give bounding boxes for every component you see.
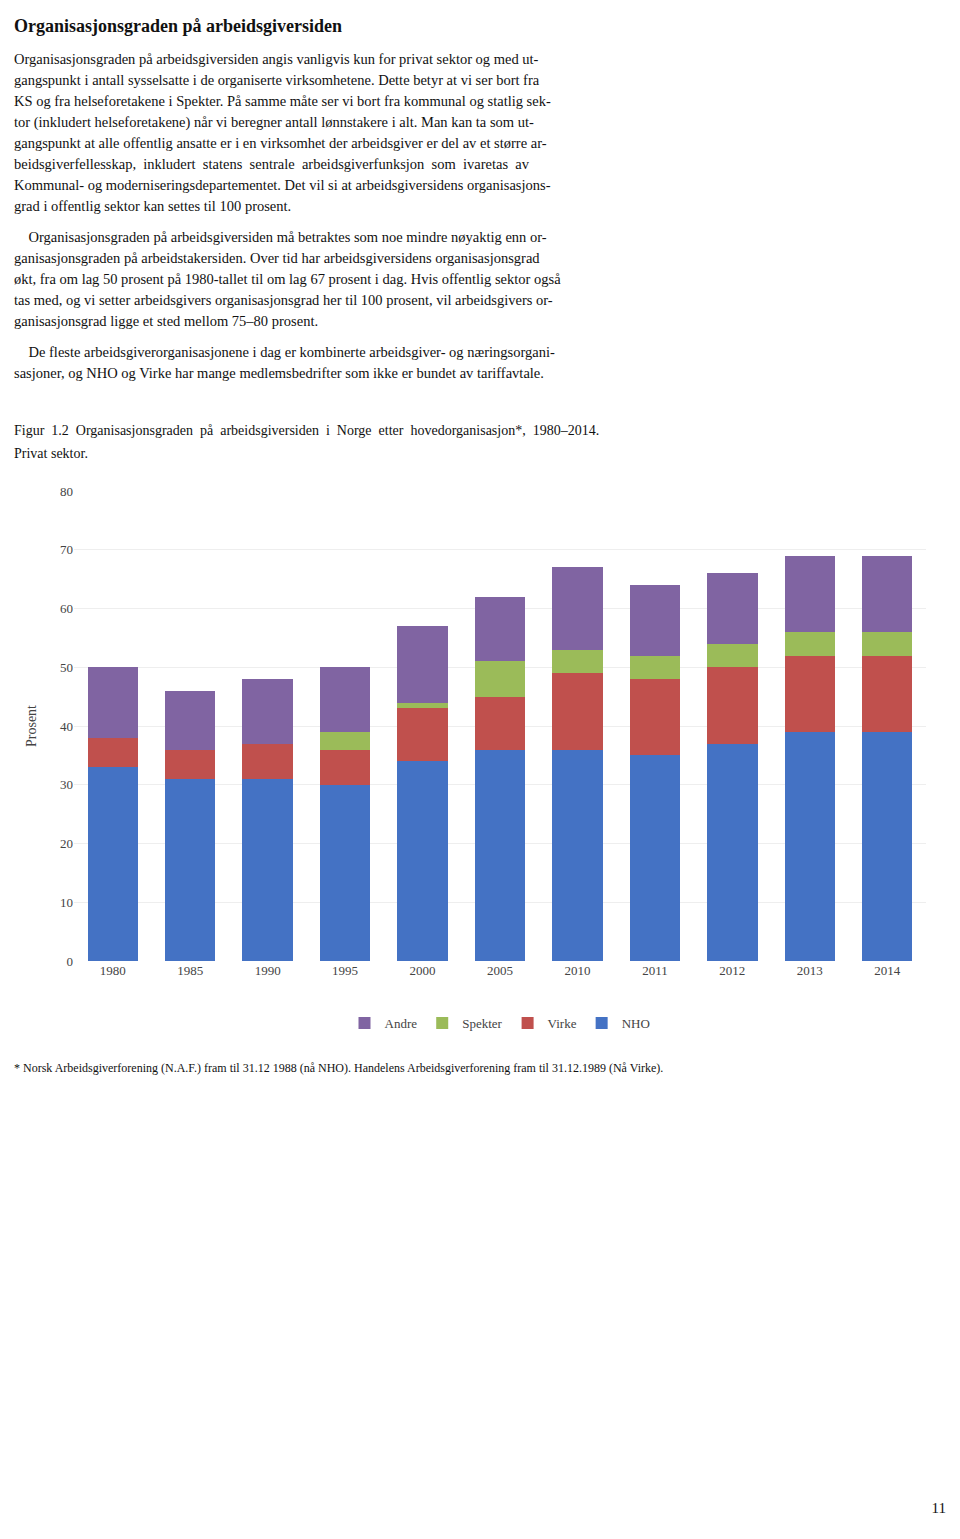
svg-text:1995: 1995 [332,963,358,978]
svg-text:80: 80 [60,484,73,499]
html-text:Organisasjonsgraden på arbeids: Organisasjonsgraden på arbeidsgiversiden… [14,229,561,330]
svg-text:Andre: Andre [385,1016,418,1031]
svg-text:2013: 2013 [797,963,823,978]
svg-text:50: 50 [60,660,73,675]
svg-text:2000: 2000 [410,963,436,978]
svg-text:Spekter: Spekter [462,1016,502,1031]
html-text:11: 11 [931,1500,946,1516]
svg-text:Virke: Virke [548,1016,577,1031]
html-text:Privat sektor.: Privat sektor. [14,445,88,461]
svg-text:NHO: NHO [622,1016,650,1031]
svg-text:10: 10 [60,895,73,910]
html-text:Organisasjonsgraden på arbeids: Organisasjonsgraden på arbeidsgiversiden [14,16,342,36]
svg-text:2012: 2012 [719,963,745,978]
svg-text:40: 40 [60,719,73,734]
svg-text:60: 60 [60,601,73,616]
svg-text:2010: 2010 [564,963,590,978]
svg-text:1985: 1985 [177,963,203,978]
svg-text:1990: 1990 [255,963,281,978]
svg-text:30: 30 [60,777,73,792]
svg-text:2005: 2005 [487,963,513,978]
svg-text:2014: 2014 [874,963,901,978]
html-text:Figur 1.2 Organisasjonsgraden: Figur 1.2 Organisasjonsgraden på arbeids… [14,423,600,439]
svg-text:Prosent: Prosent [24,705,39,747]
html-text:Organisasjonsgraden på arbeids: Organisasjonsgraden på arbeidsgiversiden… [14,51,551,215]
html-text:De fleste arbeidsgiverorganisa: De fleste arbeidsgiverorganisasjonene i … [14,344,555,382]
svg-text:70: 70 [60,542,73,557]
html-text:* Norsk Arbeidsgiverforening (: * Norsk Arbeidsgiverforening (N.A.F.) fr… [14,1061,664,1075]
svg-text:2011: 2011 [642,963,668,978]
svg-text:0: 0 [67,954,74,969]
svg-text:1980: 1980 [100,963,126,978]
svg-text:20: 20 [60,836,73,851]
